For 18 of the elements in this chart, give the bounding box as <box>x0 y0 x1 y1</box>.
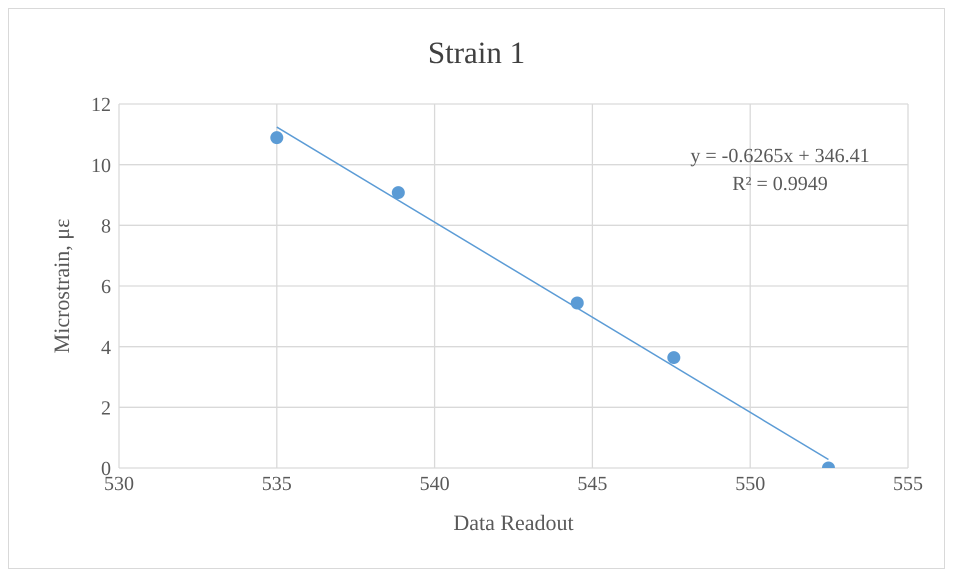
y-tick-label: 4 <box>101 336 111 359</box>
x-tick-label: 535 <box>262 473 292 496</box>
y-tick-label: 8 <box>101 215 111 238</box>
chart-title: Strain 1 <box>426 35 526 71</box>
point <box>392 186 405 200</box>
equation-text: y = -0.6265x + 346.41 R² = 0.9949 <box>690 145 870 195</box>
y-tick-label: 10 <box>91 154 111 177</box>
x-tick-label: 545 <box>577 473 608 496</box>
y-tick-label: 6 <box>101 276 111 298</box>
point <box>270 131 284 144</box>
x-tick-label: 540 <box>420 473 450 496</box>
y-tick-label: 12 <box>91 94 111 116</box>
y-axis-title: Microstrain, με <box>48 218 74 354</box>
x-tick-label: 550 <box>735 473 766 496</box>
x-axis-title: Data Readout <box>453 510 574 535</box>
y-tick-label: 2 <box>101 397 111 420</box>
x-tick-label: 555 <box>893 473 923 496</box>
point <box>667 351 680 364</box>
